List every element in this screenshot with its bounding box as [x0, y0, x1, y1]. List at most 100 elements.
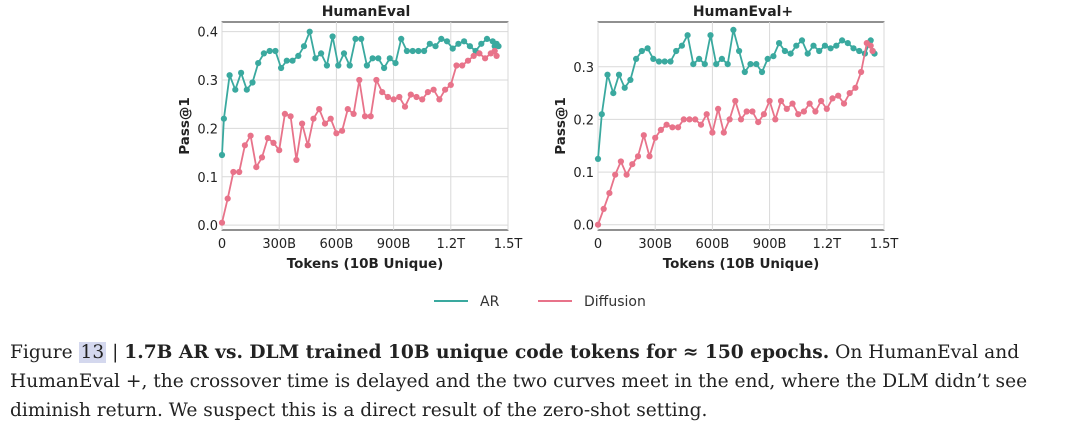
data-point-ar	[816, 47, 823, 55]
data-point-ar	[724, 61, 731, 68]
x-axis-label: Tokens (10B Unique)	[287, 256, 444, 272]
data-point-diffusion	[316, 106, 323, 113]
data-point-diffusion	[264, 135, 271, 142]
data-point-diffusion	[419, 96, 426, 103]
data-point-ar	[358, 35, 365, 43]
data-point-ar	[621, 84, 628, 91]
data-point-diffusion	[783, 105, 790, 112]
data-point-ar	[644, 45, 651, 52]
figure-number[interactable]: 13	[78, 342, 107, 363]
data-point-ar	[283, 57, 290, 64]
data-point-diffusion	[823, 105, 830, 112]
data-point-diffusion	[413, 93, 420, 101]
x-tick-label: 900B	[377, 237, 411, 252]
data-point-ar	[764, 55, 771, 63]
data-point-diffusion	[657, 126, 665, 133]
data-point-ar	[346, 62, 353, 69]
data-point-diffusion	[367, 113, 374, 120]
data-point-diffusion	[379, 89, 386, 96]
data-point-diffusion	[321, 120, 329, 127]
data-point-diffusion	[867, 42, 874, 49]
data-point-ar	[598, 111, 605, 118]
chart-humaneval: HumanEval 0 300B 600B 900B 1.2T 1.5T 0.0 0.1 0.2…	[177, 4, 522, 272]
data-point-ar	[798, 37, 806, 44]
data-point-diffusion	[436, 96, 443, 103]
data-point-diffusion	[772, 116, 779, 123]
data-point-diffusion	[594, 221, 602, 228]
data-point-ar	[249, 79, 256, 86]
data-point-diffusion	[396, 93, 403, 101]
data-point-ar	[776, 40, 783, 47]
data-point-diffusion	[287, 113, 294, 120]
data-point-ar	[821, 42, 829, 49]
y-tick-label: 0.3	[573, 61, 594, 76]
data-point-diffusion	[606, 190, 613, 197]
data-point-ar	[741, 68, 748, 76]
x-axis-label: Tokens (10B Unique)	[663, 256, 820, 272]
data-point-ar	[340, 50, 348, 57]
chart-title: HumanEval	[322, 4, 411, 20]
x-tick-label: 1.5T	[494, 237, 523, 252]
data-point-diffusion	[835, 92, 842, 99]
data-point-ar	[707, 32, 714, 39]
data-point-diffusion	[224, 195, 231, 202]
data-point-ar	[781, 47, 789, 55]
data-point-diffusion	[333, 130, 340, 137]
y-tick-label: 0.4	[197, 26, 218, 41]
data-point-ar	[272, 47, 279, 55]
y-tick-label: 0.0	[197, 219, 218, 234]
y-tick-label: 0.1	[197, 171, 218, 186]
caption-prefix: Figure	[10, 342, 79, 363]
x-tick-label: 900B	[753, 237, 787, 252]
y-axis-label: Pass@1	[177, 97, 193, 155]
data-point-ar	[787, 50, 794, 57]
data-point-diffusion	[692, 116, 699, 123]
data-point-diffusion	[241, 142, 248, 149]
series-group	[218, 28, 502, 226]
data-point-ar	[432, 43, 439, 50]
data-point-diffusion	[270, 139, 277, 146]
data-point-ar	[335, 62, 342, 69]
data-point-ar	[323, 62, 330, 69]
data-point-ar	[684, 32, 691, 39]
data-point-ar	[403, 47, 410, 55]
data-point-diffusion	[629, 161, 636, 168]
data-point-diffusion	[652, 134, 659, 141]
data-point-ar	[392, 60, 399, 67]
data-point-diffusion	[869, 47, 876, 55]
data-point-ar	[352, 35, 359, 43]
data-point-diffusion	[247, 132, 254, 139]
grid-lines	[221, 22, 509, 230]
y-tick-label: 0.3	[197, 74, 218, 89]
data-point-diffusion	[732, 97, 739, 105]
data-point-ar	[220, 115, 227, 122]
data-point-diffusion	[384, 93, 391, 101]
y-tick-label: 0.0	[573, 219, 594, 234]
data-point-diffusion	[755, 119, 762, 126]
data-point-ar	[278, 64, 285, 72]
data-point-ar	[398, 35, 405, 43]
data-point-diffusion	[253, 164, 260, 171]
data-point-diffusion	[424, 89, 431, 96]
data-point-diffusion	[447, 81, 454, 88]
data-point-diffusion	[760, 111, 768, 118]
data-point-diffusion	[737, 116, 745, 123]
x-tick-label: 1.5T	[870, 237, 899, 252]
data-point-diffusion	[634, 153, 642, 160]
data-point-diffusion	[818, 97, 825, 105]
data-point-diffusion	[840, 100, 848, 107]
data-point-ar	[701, 61, 708, 68]
data-point-ar	[770, 53, 777, 60]
data-point-ar	[318, 50, 325, 57]
data-point-ar	[415, 47, 422, 55]
data-point-diffusion	[218, 219, 226, 226]
data-point-ar	[255, 60, 262, 67]
data-point-ar	[833, 42, 840, 49]
data-point-diffusion	[795, 111, 802, 118]
data-point-diffusion	[304, 142, 311, 149]
data-point-ar	[483, 35, 491, 43]
data-point-ar	[266, 47, 273, 55]
data-point-diffusion	[852, 84, 859, 91]
figure-caption: Figure 13 | 1.7B AR vs. DLM trained 10B …	[10, 338, 1072, 425]
data-point-ar	[289, 57, 296, 64]
